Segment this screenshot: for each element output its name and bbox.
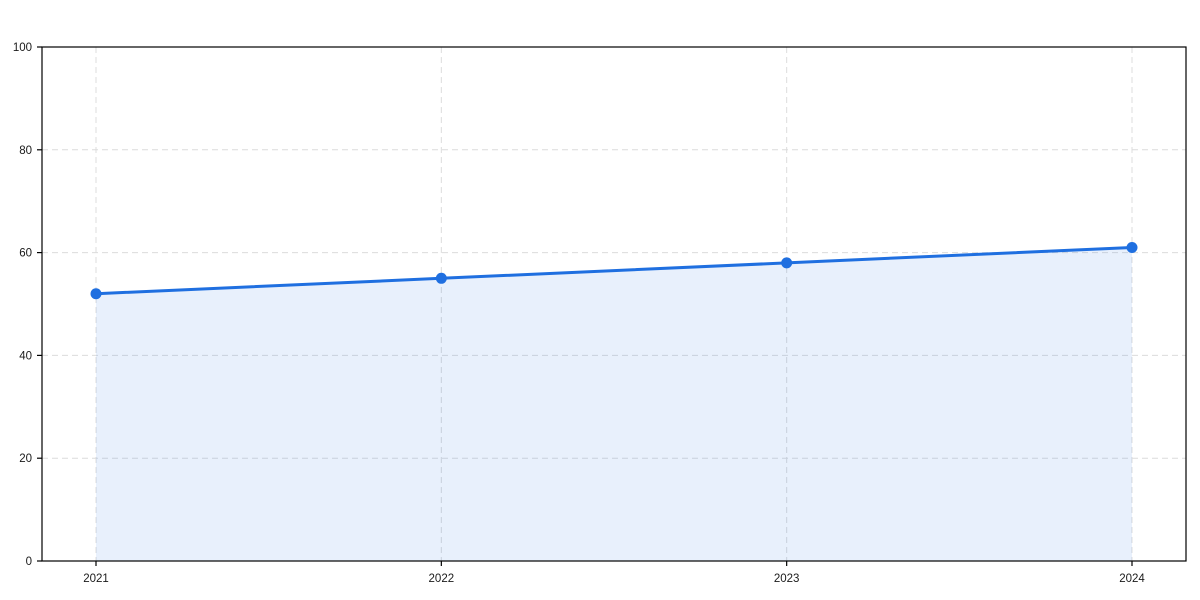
y-tick-label-40: 40 xyxy=(19,350,32,362)
data-point-2024 xyxy=(1126,241,1138,253)
x-tick-label-2023: 2023 xyxy=(774,573,800,585)
y-tick-label-60: 60 xyxy=(19,248,32,260)
area-fill xyxy=(96,247,1132,561)
y-tick-label-0: 0 xyxy=(26,556,32,568)
axes-box xyxy=(41,46,1187,562)
y-tick-label-20: 20 xyxy=(19,453,32,465)
x-tick-label-2022: 2022 xyxy=(429,573,455,585)
trend-line xyxy=(94,245,1134,296)
y-tick-label-100: 100 xyxy=(13,42,32,54)
x-tick-label-2024: 2024 xyxy=(1119,573,1145,585)
data-point-2023 xyxy=(781,257,793,269)
data-point-2022 xyxy=(435,272,447,284)
y-tick-label-80: 80 xyxy=(19,145,32,157)
x-tick-label-2021: 2021 xyxy=(83,573,109,585)
data-point-2021 xyxy=(90,288,102,300)
